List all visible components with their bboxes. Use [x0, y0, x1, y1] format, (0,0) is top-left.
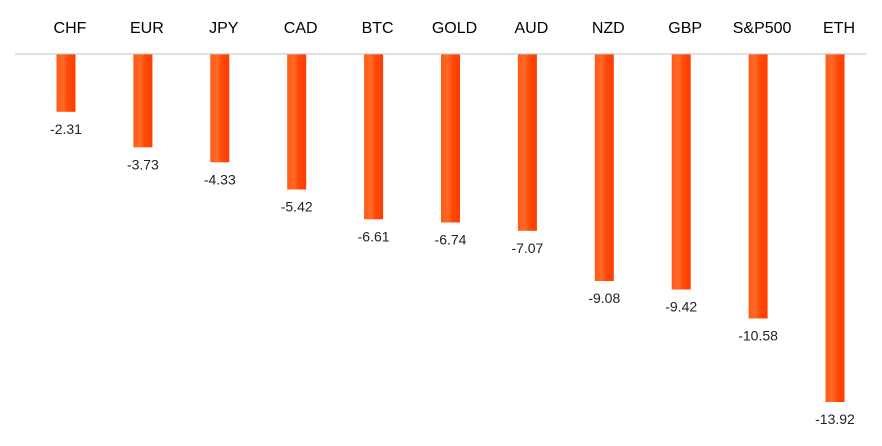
data-label: -6.74: [435, 232, 467, 248]
category-labels: CHF EUR JPY CAD BTC GOLD AUD NZD GBP S&P500 ETH: [54, 20, 855, 37]
data-label: -2.31: [50, 121, 82, 137]
data-label: -9.08: [588, 290, 620, 306]
data-label: -3.73: [127, 156, 159, 172]
category-label: ETH: [823, 20, 855, 37]
data-label: -9.42: [665, 299, 697, 315]
bar-gbp: [671, 54, 691, 290]
category-label: GBP: [668, 20, 702, 37]
bar-group: [56, 54, 845, 402]
value-labels: -2.31 -3.73 -4.33 -5.42 -6.61 -6.74 -7.07 -9.08…: [50, 121, 855, 427]
category-label: BTC: [362, 20, 394, 37]
bar-nzd: [594, 54, 614, 281]
bar-eur: [133, 54, 153, 148]
category-label: CAD: [284, 20, 318, 37]
data-label: -4.33: [204, 171, 236, 187]
bar-eth: [825, 54, 845, 402]
category-label: S&P500: [733, 20, 792, 37]
bar-btc: [364, 54, 384, 220]
category-label: EUR: [130, 20, 164, 37]
data-label: -13.92: [815, 411, 855, 427]
data-label: -5.42: [281, 199, 313, 215]
data-label: -10.58: [738, 328, 778, 344]
category-label: NZD: [592, 20, 625, 37]
category-label: CHF: [54, 20, 87, 37]
data-label: -7.07: [511, 240, 543, 256]
bar-cad: [287, 54, 307, 190]
category-label: GOLD: [432, 20, 477, 37]
category-label: JPY: [209, 20, 239, 37]
bar-aud: [517, 54, 537, 231]
category-label: AUD: [515, 20, 549, 37]
bar-chf: [56, 54, 76, 112]
data-label: -6.61: [358, 228, 390, 244]
bar-jpy: [210, 54, 230, 163]
bar-gold: [441, 54, 460, 223]
bar-sp500: [748, 54, 768, 319]
